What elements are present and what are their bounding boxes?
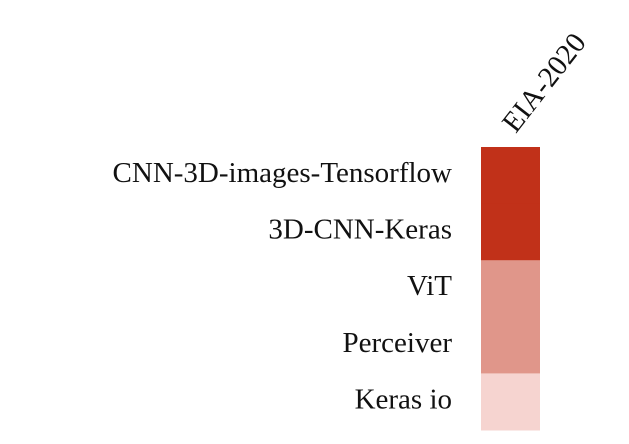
heatmap-cell (481, 203, 540, 261)
row-label: CNN-3D-images-Tensorflow (113, 157, 453, 189)
column-label: EIA-2020 (496, 27, 593, 138)
heatmap-cell (481, 147, 540, 205)
row-label: Perceiver (343, 327, 453, 359)
row-label: Keras io (355, 383, 452, 415)
row-label: 3D-CNN-Keras (268, 214, 452, 246)
heatmap-cell (481, 316, 540, 374)
heatmap-cell (481, 260, 540, 318)
heatmap-cell (481, 373, 540, 431)
row-label: ViT (407, 270, 452, 302)
